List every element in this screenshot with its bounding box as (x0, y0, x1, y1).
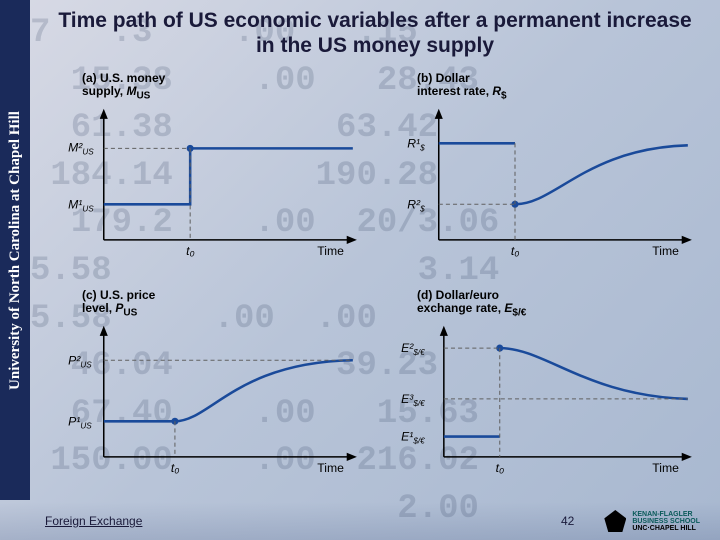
svg-text:M¹US: M¹US (68, 197, 94, 213)
svg-text:M²US: M²US (68, 140, 94, 156)
svg-text:R¹$: R¹$ (407, 136, 425, 152)
svg-text:Time: Time (317, 244, 344, 258)
charts-grid: (a) U.S. moneysupply, MUS M²US M¹US t₀ T… (58, 72, 698, 487)
svg-text:t₀: t₀ (171, 461, 180, 475)
footer: Foreign Exchange 42 KENAN-FLAGLER BUSINE… (0, 502, 720, 540)
svg-text:Time: Time (317, 461, 344, 475)
logo-text: KENAN-FLAGLER BUSINESS SCHOOL UNC·CHAPEL… (632, 511, 700, 532)
svg-text:t₀: t₀ (186, 244, 195, 258)
svg-text:t₀: t₀ (496, 461, 505, 475)
chart-b: (b) Dollarinterest rate, R$ R¹$ R²$ t₀ T… (393, 72, 698, 271)
svg-text:Time: Time (652, 244, 679, 258)
svg-text:t₀: t₀ (511, 244, 520, 258)
page-number: 42 (561, 514, 574, 528)
svg-text:E²$/€: E²$/€ (401, 341, 425, 357)
chart-b-svg: R¹$ R²$ t₀ Time (393, 72, 698, 271)
sidebar: University of North Carolina at Chapel H… (0, 0, 30, 500)
svg-text:R²$: R²$ (407, 197, 425, 213)
chart-c: (c) U.S. pricelevel, PUS P²US P¹US t₀ Ti… (58, 289, 363, 488)
chart-d: (d) Dollar/euroexchange rate, E$/€ E²$/€… (393, 289, 698, 488)
logo-mark-icon (604, 510, 626, 532)
svg-text:Time: Time (652, 461, 679, 475)
kenan-flagler-logo: KENAN-FLAGLER BUSINESS SCHOOL UNC·CHAPEL… (604, 510, 700, 532)
sidebar-text: University of North Carolina at Chapel H… (7, 111, 24, 390)
chart-c-svg: P²US P¹US t₀ Time (58, 289, 363, 488)
slide-title: Time path of US economic variables after… (50, 8, 700, 58)
svg-text:E¹$/€: E¹$/€ (401, 429, 425, 445)
chart-a: (a) U.S. moneysupply, MUS M²US M¹US t₀ T… (58, 72, 363, 271)
svg-text:P¹US: P¹US (68, 414, 92, 430)
svg-text:E³$/€: E³$/€ (401, 391, 425, 407)
chart-a-svg: M²US M¹US t₀ Time (58, 72, 363, 271)
chart-d-svg: E²$/€ E³$/€ E¹$/€ t₀ Time (393, 289, 698, 488)
svg-text:P²US: P²US (68, 353, 92, 369)
footer-left-text: Foreign Exchange (45, 514, 142, 528)
